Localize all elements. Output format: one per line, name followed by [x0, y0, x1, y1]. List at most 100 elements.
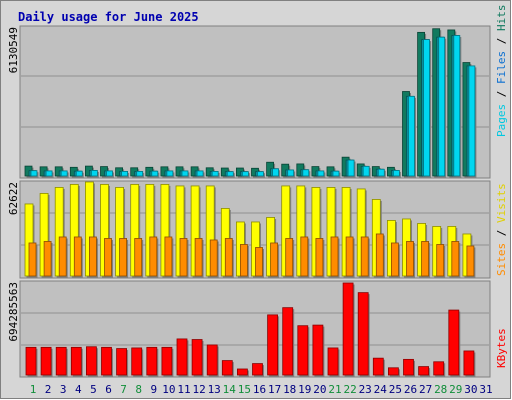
bar-sites-day-14 — [224, 238, 233, 277]
bar-sites-day-8 — [134, 238, 143, 277]
bars-visits-sites — [24, 181, 476, 278]
day-label-8: 8 — [135, 383, 142, 396]
bar-kbytes-day-30 — [463, 350, 475, 376]
bar-kbytes-day-23 — [357, 292, 369, 376]
bar-sites-day-27 — [421, 241, 430, 277]
bar-pages-day-11 — [181, 170, 189, 177]
day-label-30: 30 — [464, 383, 477, 396]
bar-kbytes-day-7 — [116, 348, 127, 376]
bar-sites-day-21 — [330, 236, 339, 277]
y-max-label-visits: 62622 — [7, 182, 20, 215]
bar-sites-day-29 — [451, 241, 460, 277]
bar-sites-day-24 — [375, 233, 384, 277]
day-label-18: 18 — [283, 383, 296, 396]
legend-visits-sites: Sites / Visits — [495, 183, 508, 276]
bar-sites-day-11 — [179, 238, 188, 277]
bar-kbytes-day-19 — [297, 325, 309, 376]
day-labels: 1 2 3 4 5 6 7 8 9 10 11 12 13 14 15 16 17 18 19 20 21 22 23 24 2… — [30, 383, 493, 396]
bar-sites-day-30 — [466, 245, 475, 277]
bar-pages-day-5 — [91, 170, 98, 177]
bar-sites-day-17 — [270, 242, 279, 277]
bar-sites-day-26 — [406, 241, 414, 277]
bar-sites-day-7 — [119, 238, 127, 277]
bar-sites-day-13 — [209, 239, 218, 277]
bar-pages-day-26 — [408, 95, 415, 177]
bar-pages-day-17 — [272, 168, 280, 177]
day-label-24: 24 — [374, 383, 388, 396]
day-label-26: 26 — [404, 383, 417, 396]
bar-kbytes-day-25 — [387, 367, 399, 376]
bar-sites-day-19 — [300, 236, 309, 277]
day-label-14: 14 — [223, 383, 237, 396]
bar-kbytes-day-8 — [131, 347, 143, 376]
legend-files: Files — [495, 51, 508, 84]
day-label-4: 4 — [75, 383, 82, 396]
bar-kbytes-day-4 — [70, 346, 82, 376]
day-label-13: 13 — [208, 383, 221, 396]
bar-sites-day-15 — [239, 244, 248, 277]
bar-sites-day-2 — [43, 241, 52, 277]
legend-visits: Visits — [495, 183, 508, 223]
bar-kbytes-day-6 — [101, 346, 112, 376]
day-label-20: 20 — [313, 383, 326, 396]
day-label-22: 22 — [343, 383, 356, 396]
day-label-15: 15 — [238, 383, 251, 396]
day-label-3: 3 — [60, 383, 67, 396]
y-max-label-kbytes: 694285563 — [7, 282, 20, 342]
legend-hits: Hits — [495, 5, 508, 32]
bar-pages-day-23 — [362, 165, 370, 177]
day-label-6: 6 — [105, 383, 112, 396]
day-label-1: 1 — [30, 383, 37, 396]
bar-pages-day-27 — [423, 39, 431, 177]
bar-pages-day-12 — [196, 170, 204, 177]
bar-pages-day-19 — [302, 169, 310, 177]
bar-kbytes-day-22 — [342, 282, 354, 376]
bar-pages-day-22 — [347, 159, 355, 177]
day-label-19: 19 — [298, 383, 311, 396]
bar-pages-day-14 — [226, 171, 234, 177]
day-label-5: 5 — [90, 383, 97, 396]
bar-pages-day-24 — [377, 168, 385, 177]
bar-sites-day-20 — [315, 238, 324, 277]
bar-pages-day-16 — [257, 171, 264, 177]
bar-pages-day-1 — [30, 170, 38, 177]
bar-kbytes-day-26 — [403, 358, 414, 376]
bars-hits-files-pages — [24, 28, 477, 178]
bar-sites-day-16 — [255, 247, 263, 277]
bar-sites-day-6 — [104, 238, 112, 277]
bar-kbytes-day-28 — [433, 361, 445, 376]
bar-kbytes-day-27 — [418, 366, 430, 376]
bar-kbytes-day-2 — [40, 346, 52, 376]
chart-title: Daily usage for June 2025 — [18, 10, 199, 24]
bar-pages-day-6 — [106, 170, 113, 177]
bar-sites-day-23 — [360, 236, 369, 277]
bar-kbytes-day-13 — [206, 344, 218, 376]
bar-kbytes-day-21 — [327, 347, 339, 376]
bar-pages-day-30 — [468, 65, 476, 177]
day-label-25: 25 — [389, 383, 402, 396]
bar-pages-day-25 — [392, 170, 400, 177]
bar-sites-day-4 — [73, 236, 82, 277]
bar-pages-day-29 — [453, 35, 461, 177]
bar-sites-day-1 — [28, 242, 37, 277]
bar-sites-day-22 — [345, 236, 354, 277]
bar-pages-day-13 — [211, 171, 219, 177]
day-label-27: 27 — [419, 383, 432, 396]
bar-kbytes-day-18 — [282, 307, 294, 376]
day-label-11: 11 — [177, 383, 190, 396]
day-label-31: 31 — [479, 383, 492, 396]
bar-kbytes-day-17 — [267, 314, 279, 376]
day-label-9: 9 — [150, 383, 157, 396]
legend-sites: Sites — [495, 243, 508, 276]
bar-kbytes-day-12 — [191, 339, 203, 376]
bar-sites-day-3 — [58, 236, 67, 277]
day-label-28: 28 — [434, 383, 447, 396]
day-label-10: 10 — [162, 383, 175, 396]
bar-sites-day-10 — [164, 236, 173, 277]
bar-kbytes-day-11 — [176, 338, 188, 376]
bar-kbytes-day-16 — [252, 363, 263, 376]
bar-kbytes-day-9 — [146, 346, 158, 376]
bar-kbytes-day-10 — [161, 346, 173, 376]
bar-sites-day-28 — [436, 244, 445, 277]
bar-pages-day-8 — [136, 171, 144, 177]
